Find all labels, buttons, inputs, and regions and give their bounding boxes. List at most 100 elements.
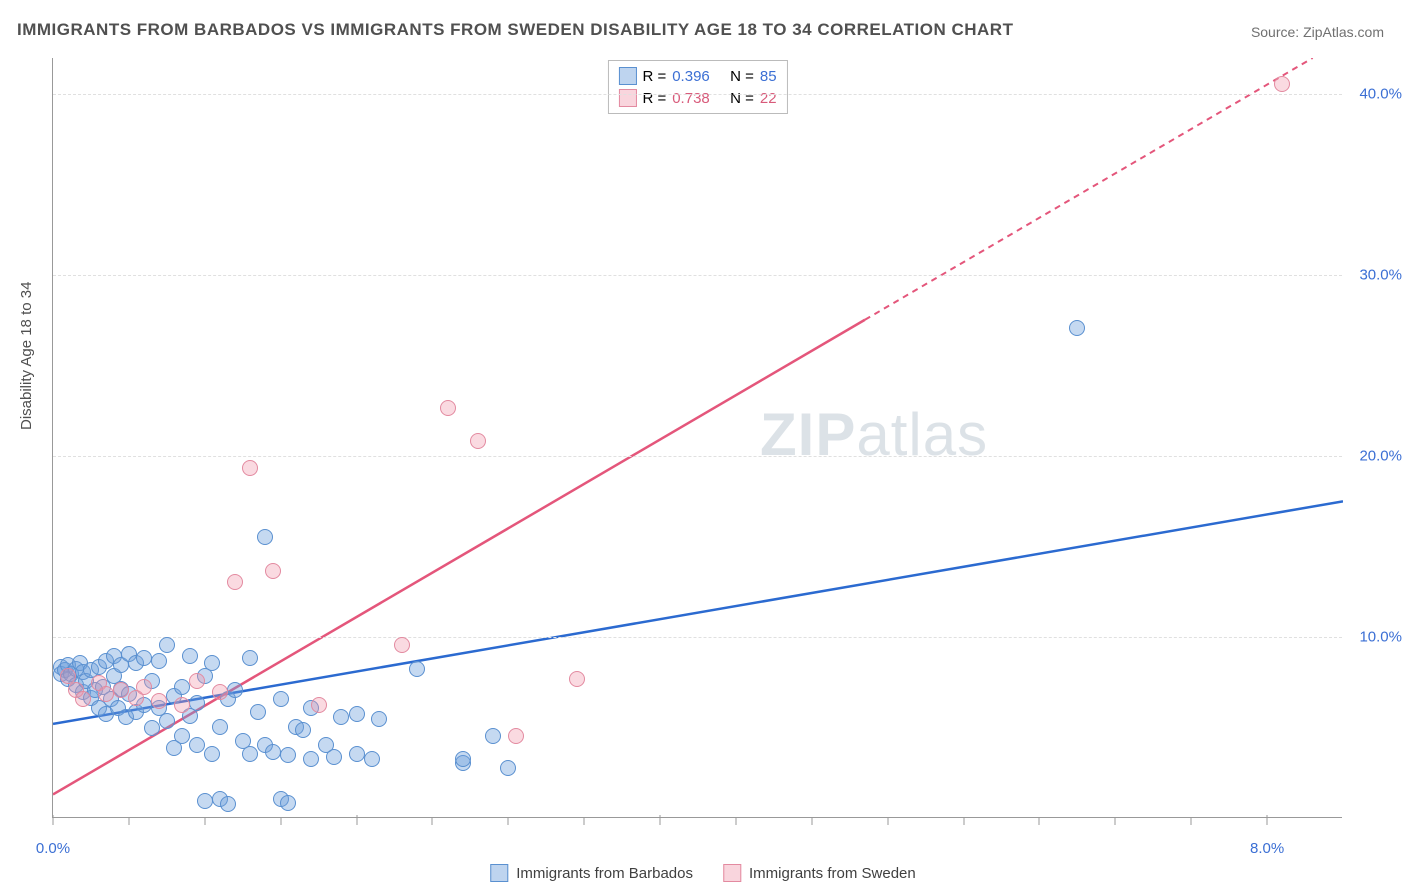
data-point	[333, 709, 349, 725]
x-minor-tick	[1039, 817, 1040, 825]
data-point	[273, 691, 289, 707]
data-point	[98, 686, 114, 702]
data-point	[303, 751, 319, 767]
legend-label-barbados: Immigrants from Barbados	[516, 865, 693, 882]
r-label: R =	[642, 90, 666, 107]
data-point	[470, 433, 486, 449]
data-point	[250, 704, 266, 720]
x-tick	[660, 815, 661, 825]
gridline	[53, 275, 1342, 276]
x-minor-tick	[811, 817, 812, 825]
data-point	[257, 529, 273, 545]
blue-swatch-icon	[618, 67, 636, 85]
legend-item-barbados: Immigrants from Barbados	[490, 864, 693, 882]
x-minor-tick	[508, 817, 509, 825]
data-point	[295, 722, 311, 738]
data-point	[440, 400, 456, 416]
x-minor-tick	[128, 817, 129, 825]
legend-stats-row-barbados: R = 0.396 N = 85	[618, 65, 776, 87]
data-point	[508, 728, 524, 744]
data-point	[151, 693, 167, 709]
legend-stats: R = 0.396 N = 85 R = 0.738 N = 22	[607, 60, 787, 114]
legend-bottom: Immigrants from Barbados Immigrants from…	[490, 864, 915, 882]
x-minor-tick	[204, 817, 205, 825]
r-value-barbados: 0.396	[672, 68, 710, 85]
data-point	[280, 747, 296, 763]
data-point	[220, 796, 236, 812]
data-point	[136, 679, 152, 695]
x-tick-label: 0.0%	[36, 840, 70, 857]
data-point	[1274, 76, 1290, 92]
data-point	[242, 460, 258, 476]
data-point	[204, 655, 220, 671]
data-point	[159, 713, 175, 729]
data-point	[182, 648, 198, 664]
blue-swatch-icon	[490, 864, 508, 882]
x-minor-tick	[280, 817, 281, 825]
y-tick-label: 20.0%	[1347, 448, 1402, 465]
legend-item-sweden: Immigrants from Sweden	[723, 864, 916, 882]
data-point	[189, 695, 205, 711]
x-minor-tick	[1115, 817, 1116, 825]
trendline	[53, 320, 865, 795]
y-tick-label: 10.0%	[1347, 629, 1402, 646]
data-point	[174, 728, 190, 744]
data-point	[174, 679, 190, 695]
data-point	[364, 751, 380, 767]
legend-label-sweden: Immigrants from Sweden	[749, 865, 916, 882]
data-point	[1069, 320, 1085, 336]
y-tick-label: 30.0%	[1347, 267, 1402, 284]
gridline	[53, 456, 1342, 457]
data-point	[394, 637, 410, 653]
chart-area: R = 0.396 N = 85 R = 0.738 N = 22 10.0%2…	[52, 58, 1342, 818]
data-point	[227, 574, 243, 590]
n-value-barbados: 85	[760, 68, 777, 85]
data-point	[227, 682, 243, 698]
data-point	[242, 746, 258, 762]
x-tick	[1267, 815, 1268, 825]
gridline	[53, 637, 1342, 638]
x-minor-tick	[584, 817, 585, 825]
data-point	[265, 563, 281, 579]
x-minor-tick	[1191, 817, 1192, 825]
data-point	[409, 661, 425, 677]
plot-region: R = 0.396 N = 85 R = 0.738 N = 22 10.0%2…	[52, 58, 1342, 818]
data-point	[500, 760, 516, 776]
data-point	[204, 746, 220, 762]
x-minor-tick	[432, 817, 433, 825]
trendline-dashed	[865, 58, 1313, 320]
data-point	[174, 697, 190, 713]
n-label: N =	[730, 90, 754, 107]
x-tick	[356, 815, 357, 825]
data-point	[371, 711, 387, 727]
legend-stats-row-sweden: R = 0.738 N = 22	[618, 87, 776, 109]
data-point	[212, 719, 228, 735]
data-point	[75, 691, 91, 707]
data-point	[349, 706, 365, 722]
data-point	[455, 751, 471, 767]
r-label: R =	[642, 68, 666, 85]
data-point	[144, 720, 160, 736]
n-label: N =	[730, 68, 754, 85]
chart-title: IMMIGRANTS FROM BARBADOS VS IMMIGRANTS F…	[17, 20, 1013, 40]
data-point	[197, 793, 213, 809]
data-point	[189, 737, 205, 753]
data-point	[569, 671, 585, 687]
data-point	[311, 697, 327, 713]
data-point	[242, 650, 258, 666]
n-value-sweden: 22	[760, 90, 777, 107]
data-point	[159, 637, 175, 653]
x-minor-tick	[963, 817, 964, 825]
trend-lines-svg	[53, 58, 1343, 818]
data-point	[265, 744, 281, 760]
data-point	[326, 749, 342, 765]
data-point	[485, 728, 501, 744]
pink-swatch-icon	[723, 864, 741, 882]
x-minor-tick	[887, 817, 888, 825]
y-tick-label: 40.0%	[1347, 86, 1402, 103]
y-axis-label: Disability Age 18 to 34	[18, 282, 35, 430]
data-point	[349, 746, 365, 762]
data-point	[136, 650, 152, 666]
gridline	[53, 94, 1342, 95]
r-value-sweden: 0.738	[672, 90, 710, 107]
